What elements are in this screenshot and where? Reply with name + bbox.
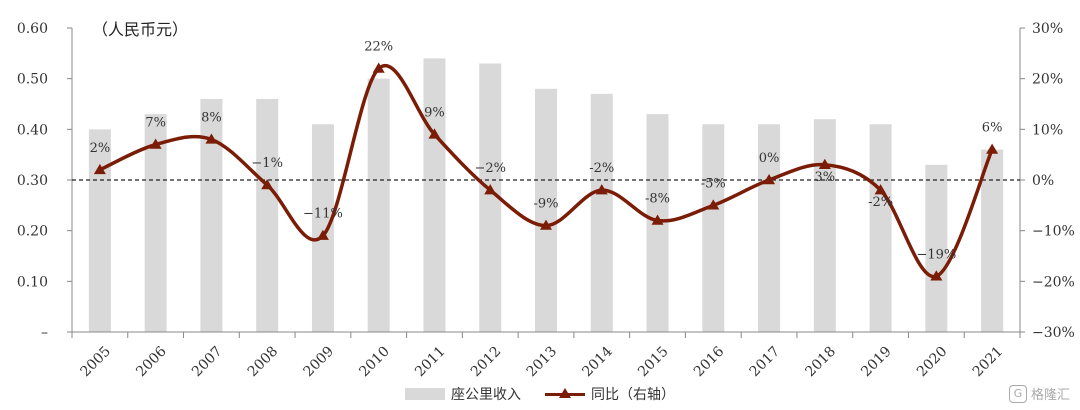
x-tick-label: 2018 bbox=[802, 344, 839, 381]
watermark: G 格隆汇 bbox=[1008, 384, 1070, 403]
yoy-data-label: −1% bbox=[251, 156, 283, 171]
watermark-logo-icon: G bbox=[1008, 384, 1027, 403]
yoy-data-label: -2% bbox=[589, 161, 614, 176]
left-tick-label: – bbox=[41, 325, 48, 341]
bar-2010 bbox=[367, 78, 390, 333]
right-tick-label: −30% bbox=[1032, 325, 1075, 341]
legend-line-label: 同比（右轴） bbox=[591, 387, 675, 403]
bar-2011 bbox=[423, 58, 446, 333]
line-series bbox=[93, 62, 999, 281]
yoy-point-2014 bbox=[595, 184, 608, 195]
yoy-data-label: 7% bbox=[145, 116, 166, 131]
bar-2021 bbox=[981, 149, 1004, 332]
yoy-point-2006 bbox=[149, 138, 162, 149]
left-tick-label: 0.60 bbox=[17, 21, 48, 37]
bar-2009 bbox=[311, 124, 334, 333]
x-tick-label: 2006 bbox=[133, 343, 170, 380]
left-tick-label: 0.40 bbox=[17, 122, 48, 138]
yoy-data-label: 8% bbox=[201, 110, 222, 125]
yoy-point-2012 bbox=[484, 184, 497, 195]
bar-2013 bbox=[535, 88, 557, 332]
left-tick-label: 0.30 bbox=[17, 173, 48, 189]
yoy-data-label: 2% bbox=[90, 141, 111, 156]
x-tick-label: 2015 bbox=[635, 344, 672, 381]
x-tick-label: 2014 bbox=[579, 343, 616, 380]
x-tick-label: 2016 bbox=[691, 343, 728, 380]
yoy-data-label: -9% bbox=[533, 197, 558, 212]
yoy-point-2018 bbox=[818, 158, 831, 169]
yoy-data-label: 9% bbox=[424, 105, 445, 120]
legend-bar-swatch bbox=[405, 388, 445, 400]
yoy-point-2013 bbox=[540, 219, 552, 230]
data-labels: 2% 7% 8% −1% −11% 22% 9% −2% -9% -2% -8% -5% 0% 3% -2%… bbox=[90, 40, 1003, 263]
bar-2007 bbox=[200, 98, 223, 332]
x-tick-label: 2011 bbox=[412, 344, 449, 381]
x-tick-label: 2007 bbox=[189, 344, 226, 381]
yoy-point-2009 bbox=[316, 229, 329, 240]
legend-line-swatch bbox=[545, 388, 585, 400]
legend-item-line: 同比（右轴） bbox=[545, 384, 675, 404]
bar-2014 bbox=[590, 93, 613, 332]
yoy-point-2007 bbox=[205, 133, 218, 144]
x-tick-label: 2019 bbox=[858, 344, 895, 381]
yoy-data-label: −19% bbox=[916, 247, 956, 262]
yoy-point-2019 bbox=[874, 184, 887, 195]
left-tick-label: 0.10 bbox=[17, 274, 48, 290]
legend: 座公里收入 同比（右轴） bbox=[405, 384, 699, 404]
yoy-data-label: -8% bbox=[645, 192, 670, 207]
x-tick-label: 2021 bbox=[970, 344, 1007, 381]
bar-series bbox=[88, 58, 1004, 333]
left-tick-label: 0.50 bbox=[17, 72, 48, 88]
legend-item-bar: 座公里收入 bbox=[405, 384, 521, 404]
bar-2005 bbox=[88, 129, 111, 332]
x-tick-label: 2020 bbox=[914, 344, 951, 381]
yoy-point-2017 bbox=[763, 174, 776, 185]
x-tick-label: 2005 bbox=[78, 344, 115, 381]
watermark-text: 格隆汇 bbox=[1030, 388, 1070, 403]
right-tick-label: 0% bbox=[1032, 173, 1054, 189]
x-tick-label: 2010 bbox=[356, 344, 393, 381]
x-tick-label: 2008 bbox=[245, 344, 282, 381]
yoy-data-label: −2% bbox=[474, 161, 506, 176]
yoy-point-2005 bbox=[93, 163, 106, 175]
bar-2012 bbox=[479, 63, 502, 332]
yoy-data-label: -5% bbox=[701, 176, 726, 191]
left-tick-label: 0.20 bbox=[17, 224, 48, 240]
bar-2019 bbox=[869, 124, 892, 333]
y-unit-label: （人民币元） bbox=[92, 20, 189, 39]
yoy-point-2021 bbox=[986, 143, 999, 154]
yoy-point-2010 bbox=[372, 62, 385, 73]
bar-2018 bbox=[813, 119, 836, 332]
right-tick-label: 20% bbox=[1032, 72, 1063, 88]
yoy-data-label: 6% bbox=[982, 121, 1003, 136]
x-tick-label: 2013 bbox=[524, 344, 561, 381]
yoy-point-2015 bbox=[651, 214, 664, 225]
legend-bar-label: 座公里收入 bbox=[451, 387, 521, 403]
x-tick-label: 2009 bbox=[301, 344, 338, 381]
right-tick-label: −20% bbox=[1032, 274, 1075, 290]
x-tick-label: 2012 bbox=[468, 344, 505, 381]
yoy-point-2011 bbox=[428, 128, 441, 139]
yoy-data-label: 3% bbox=[815, 170, 836, 185]
yoy-point-2020 bbox=[930, 270, 943, 281]
bar-2016 bbox=[702, 124, 725, 333]
right-tick-label: 10% bbox=[1032, 122, 1063, 138]
bar-2020 bbox=[925, 164, 948, 332]
yoy-point-2008 bbox=[261, 179, 274, 190]
yoy-data-label: 22% bbox=[364, 40, 393, 55]
yoy-data-label: 0% bbox=[759, 151, 780, 166]
bar-2006 bbox=[144, 114, 167, 332]
yoy-point-2016 bbox=[707, 199, 720, 210]
yoy-data-label: -2% bbox=[868, 195, 893, 210]
bar-2008 bbox=[256, 98, 279, 332]
right-tick-label: −10% bbox=[1032, 224, 1075, 240]
right-tick-label: 30% bbox=[1032, 21, 1063, 37]
x-tick-label: 2017 bbox=[747, 344, 784, 381]
yoy-data-label: −11% bbox=[303, 207, 343, 222]
